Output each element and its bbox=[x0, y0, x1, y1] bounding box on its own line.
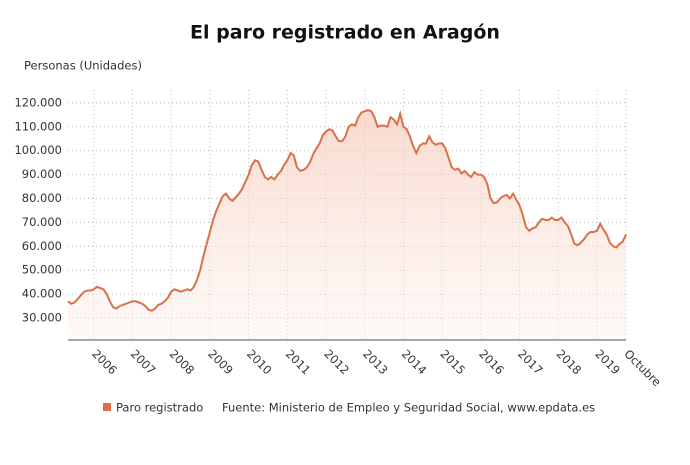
y-axis-label: Personas (Unidades) bbox=[24, 59, 142, 73]
x-tick-label: 2017 bbox=[515, 347, 546, 378]
chart-title: El paro registrado en Aragón bbox=[190, 22, 500, 44]
x-tick-label: 2010 bbox=[244, 347, 275, 378]
x-tick-label: Octubre bbox=[621, 347, 663, 389]
x-tick-label: 2012 bbox=[321, 347, 352, 378]
x-tick-label: 2018 bbox=[554, 347, 585, 378]
y-tick-label: 100.000 bbox=[14, 143, 62, 157]
y-tick-label: 110.000 bbox=[14, 119, 62, 133]
x-tick-label: 2013 bbox=[360, 347, 391, 378]
y-tick-label: 90.000 bbox=[22, 167, 62, 181]
source: Fuente: Ministerio de Empleo y Seguridad… bbox=[222, 401, 595, 415]
x-tick-label: 2008 bbox=[167, 347, 198, 378]
y-tick-label: 60.000 bbox=[22, 239, 62, 253]
legend-label: Paro registrado bbox=[116, 401, 203, 415]
x-tick-label: 2015 bbox=[438, 347, 469, 378]
y-tick-label: 50.000 bbox=[22, 263, 62, 277]
legend-swatch bbox=[103, 403, 111, 411]
x-tick-label: 2014 bbox=[399, 347, 430, 378]
y-tick-label: 40.000 bbox=[22, 287, 62, 301]
x-tick-label: 2019 bbox=[592, 347, 623, 378]
y-tick-label: 30.000 bbox=[22, 311, 62, 325]
x-tick-label: 2016 bbox=[476, 347, 507, 378]
y-tick-label: 80.000 bbox=[22, 191, 62, 205]
y-tick-label: 120.000 bbox=[14, 95, 62, 109]
x-tick-label: 2009 bbox=[205, 347, 236, 378]
x-tick-label: 2011 bbox=[283, 347, 314, 378]
area bbox=[68, 110, 626, 340]
y-tick-label: 70.000 bbox=[22, 215, 62, 229]
x-tick-label: 2007 bbox=[128, 347, 159, 378]
x-tick-label: 2006 bbox=[89, 347, 120, 378]
line bbox=[67, 109, 627, 312]
